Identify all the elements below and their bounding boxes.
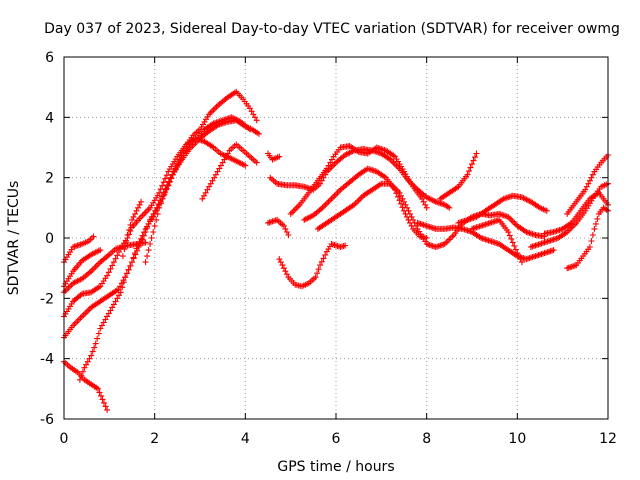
data-points — [437, 150, 480, 202]
data-points — [414, 219, 557, 263]
x-tick-label: 0 — [60, 431, 69, 447]
data-points — [265, 216, 292, 238]
data-points — [527, 180, 611, 250]
x-tick-label: 12 — [599, 431, 617, 447]
x-tick-label: 4 — [241, 431, 250, 447]
y-tick-label: -4 — [40, 352, 54, 368]
data-series — [199, 141, 260, 202]
x-tick-label: 6 — [332, 431, 341, 447]
data-series — [287, 143, 430, 217]
data-points — [564, 152, 611, 217]
x-tick-label: 2 — [150, 431, 159, 447]
data-points — [265, 150, 283, 163]
data-series — [119, 198, 145, 260]
data-points — [541, 189, 611, 237]
y-tick-label: -6 — [40, 412, 54, 428]
data-series — [437, 150, 480, 202]
data-points — [564, 204, 611, 272]
data-points — [276, 241, 349, 290]
data-points — [142, 88, 260, 266]
data-layer — [61, 88, 611, 413]
axis-ticks: 0 2 4 6 8 10 12 -6 -4 -2 0 2 4 6 — [40, 50, 617, 447]
data-points — [469, 216, 525, 266]
data-points — [199, 141, 260, 202]
data-series — [455, 192, 550, 226]
data-series — [469, 216, 525, 266]
data-series — [564, 152, 611, 217]
data-series — [276, 241, 349, 290]
data-points — [119, 198, 145, 260]
data-series — [301, 165, 430, 241]
y-tick-label: 0 — [45, 231, 54, 247]
data-series — [265, 150, 283, 163]
y-tick-label: 2 — [45, 171, 54, 187]
data-points — [455, 192, 550, 226]
grid — [64, 57, 608, 419]
y-axis-label: SDTVAR / TECUs — [6, 181, 22, 296]
x-tick-label: 10 — [508, 431, 526, 447]
chart-title: Day 037 of 2023, Sidereal Day-to-day VTE… — [44, 21, 620, 37]
plot-frame — [63, 56, 609, 420]
data-series — [142, 88, 260, 266]
x-tick-label: 8 — [422, 431, 431, 447]
data-series — [541, 189, 611, 237]
y-tick-label: 6 — [45, 50, 54, 66]
data-series — [265, 216, 292, 238]
data-series — [414, 219, 557, 263]
y-tick-label: 4 — [45, 110, 54, 126]
data-series — [527, 180, 611, 250]
data-points — [287, 143, 430, 217]
y-tick-label: -2 — [40, 291, 54, 307]
data-points — [301, 165, 430, 241]
x-axis-label: GPS time / hours — [277, 459, 394, 475]
data-series — [564, 204, 611, 272]
